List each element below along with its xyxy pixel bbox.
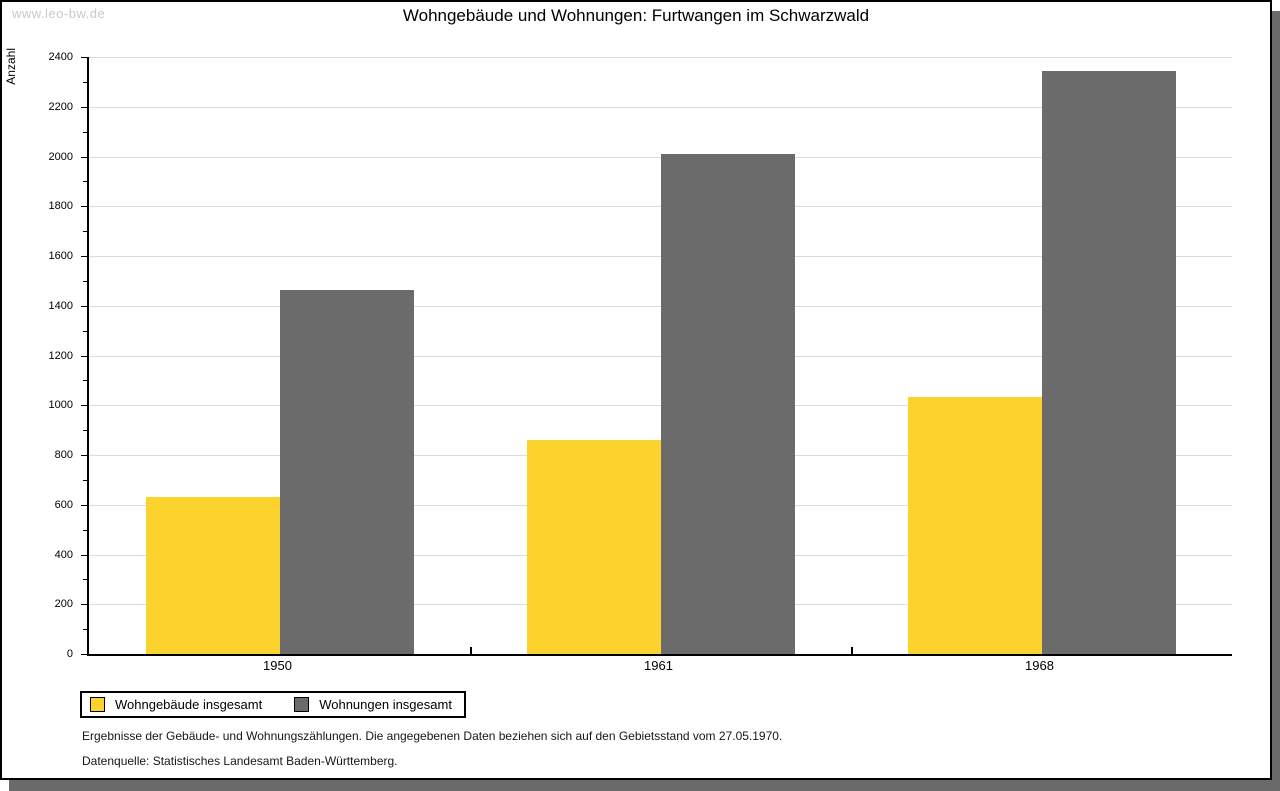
watermark-leo-bw: www.leo-bw.de [12,6,106,21]
y-minor-tick-1900 [83,181,87,183]
gridline-2200 [89,106,1232,108]
y-tick-1000 [81,405,87,407]
y-tick-label-200: 200 [54,598,73,611]
y-tick-2000 [81,156,87,158]
bar-wohngebaeude-1968 [907,396,1042,654]
y-tick-label-1800: 1800 [48,200,73,213]
y-tick-label-1200: 1200 [48,349,73,362]
x-axis-labels: 1950 1961 1968 [87,658,1230,674]
legend-item-wohngebaeude: Wohngebäude insgesamt [90,697,262,712]
legend-item-wohnungen: Wohnungen insgesamt [294,697,452,712]
y-tick-1600 [81,256,87,257]
chart-panel: www.leo-bw.de Wohngebäude und Wohnungen:… [0,0,1272,780]
y-minor-tick-700 [83,479,87,481]
y-tick-0 [81,654,87,655]
y-tick-label-800: 800 [54,449,73,461]
y-tick-1200 [81,355,87,357]
bar-wohngebaeude-1961 [526,440,661,654]
plot-area [87,57,1232,656]
bar-wohngebaeude-1950 [145,497,280,654]
y-tick-800 [81,455,87,456]
y-minor-tick-300 [83,579,87,581]
footnote-source-line2: Datenquelle: Statistisches Landesamt Bad… [82,754,398,768]
y-tick-2200 [81,106,87,108]
x-axis-label-1950: 1950 [263,658,292,673]
bar-wohnungen-1961 [660,154,795,654]
y-tick-label-1400: 1400 [48,299,73,312]
legend-swatch-wohnungen [294,697,310,712]
y-tick-label-600: 600 [54,498,73,511]
y-tick-2400 [81,57,87,58]
bar-wohnungen-1968 [1041,70,1176,654]
y-axis-ticks: 0 200 400 600 800 1000 1200 1400 1600 1800 2000 220… [2,51,87,660]
legend-label-wohngebaeude: Wohngebäude insgesamt [115,697,263,712]
y-minor-tick-1700 [83,231,87,233]
y-tick-label-2400: 2400 [48,51,73,63]
x-axis-tick-2 [851,647,853,654]
legend: Wohngebäude insgesamt Wohnungen insgesam… [80,691,466,718]
x-axis-label-1968: 1968 [1025,658,1054,673]
y-minor-tick-2300 [83,81,87,83]
legend-swatch-wohngebaeude [90,697,105,712]
chart-title: Wohngebäude und Wohnungen: Furtwangen im… [402,6,870,25]
y-minor-tick-100 [83,629,87,631]
y-tick-label-2000: 2000 [48,150,73,163]
y-tick-label-0: 0 [66,648,73,660]
y-minor-tick-1500 [83,280,87,282]
y-minor-tick-500 [83,529,87,531]
y-tick-1800 [81,206,87,208]
y-minor-tick-2100 [83,131,87,133]
legend-label-wohnungen: Wohnungen insgesamt [319,697,452,712]
y-tick-1400 [81,305,87,307]
y-tick-400 [81,554,87,556]
y-tick-600 [81,504,87,506]
y-minor-tick-1300 [83,330,87,332]
y-tick-200 [81,604,87,606]
x-axis-label-1961: 1961 [644,658,673,673]
footnote-source-line1: Ergebnisse der Gebäude- und Wohnungszähl… [82,729,783,743]
bar-wohnungen-1950 [279,289,414,654]
gridline-2400 [89,57,1232,58]
y-tick-label-2200: 2200 [48,100,73,113]
y-tick-label-1000: 1000 [48,399,73,412]
y-minor-tick-1100 [83,380,87,382]
y-tick-label-1600: 1600 [48,250,73,262]
y-tick-label-400: 400 [54,548,73,561]
y-minor-tick-900 [83,430,87,432]
x-axis-tick-1 [470,647,472,654]
